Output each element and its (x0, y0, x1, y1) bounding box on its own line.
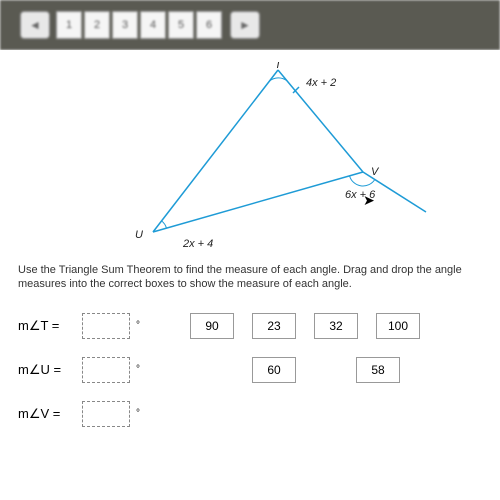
answer-row-T: m∠T = ° 90 23 32 100 (18, 312, 482, 340)
drop-U[interactable] (82, 357, 130, 383)
page-5[interactable]: 5 (168, 11, 194, 39)
toolbar: ◄ 1 2 3 4 5 6 ► (0, 0, 500, 50)
next-button[interactable]: ► (230, 11, 260, 39)
content-area: TVU4x + 26x + 62x + 4 ➤ Use the Triangle… (0, 50, 500, 500)
cursor-icon: ➤ (363, 192, 375, 209)
svg-text:T: T (275, 62, 283, 71)
options-row1: 90 23 32 100 (190, 313, 438, 339)
triangle-diagram: TVU4x + 26x + 62x + 4 ➤ (18, 62, 482, 257)
answer-row-U: m∠U = ° 60 58 (18, 356, 482, 384)
page-6[interactable]: 6 (196, 11, 222, 39)
page-2[interactable]: 2 (84, 11, 110, 39)
page-3[interactable]: 3 (112, 11, 138, 39)
instruction-text: Use the Triangle Sum Theorem to find the… (18, 263, 482, 292)
option-60[interactable]: 60 (252, 357, 296, 383)
option-100[interactable]: 100 (376, 313, 420, 339)
svg-text:U: U (135, 229, 143, 241)
option-23[interactable]: 23 (252, 313, 296, 339)
drop-V[interactable] (82, 401, 130, 427)
label-V: m∠V = (18, 406, 78, 422)
option-90[interactable]: 90 (190, 313, 234, 339)
option-32[interactable]: 32 (314, 313, 358, 339)
page-1[interactable]: 1 (56, 11, 82, 39)
label-U: m∠U = (18, 362, 78, 378)
prev-button[interactable]: ◄ (20, 11, 50, 39)
degree-U: ° (136, 364, 140, 375)
svg-text:V: V (371, 166, 380, 178)
option-58[interactable]: 58 (356, 357, 400, 383)
svg-text:4x + 2: 4x + 2 (306, 77, 336, 89)
options-row2: 60 58 (252, 357, 418, 383)
triangle-svg: TVU4x + 26x + 62x + 4 (18, 62, 488, 257)
page-4[interactable]: 4 (140, 11, 166, 39)
drop-T[interactable] (82, 313, 130, 339)
degree-T: ° (136, 320, 140, 331)
svg-text:2x + 4: 2x + 4 (182, 238, 213, 250)
answer-row-V: m∠V = ° (18, 400, 482, 428)
label-T: m∠T = (18, 318, 78, 334)
degree-V: ° (136, 408, 140, 419)
